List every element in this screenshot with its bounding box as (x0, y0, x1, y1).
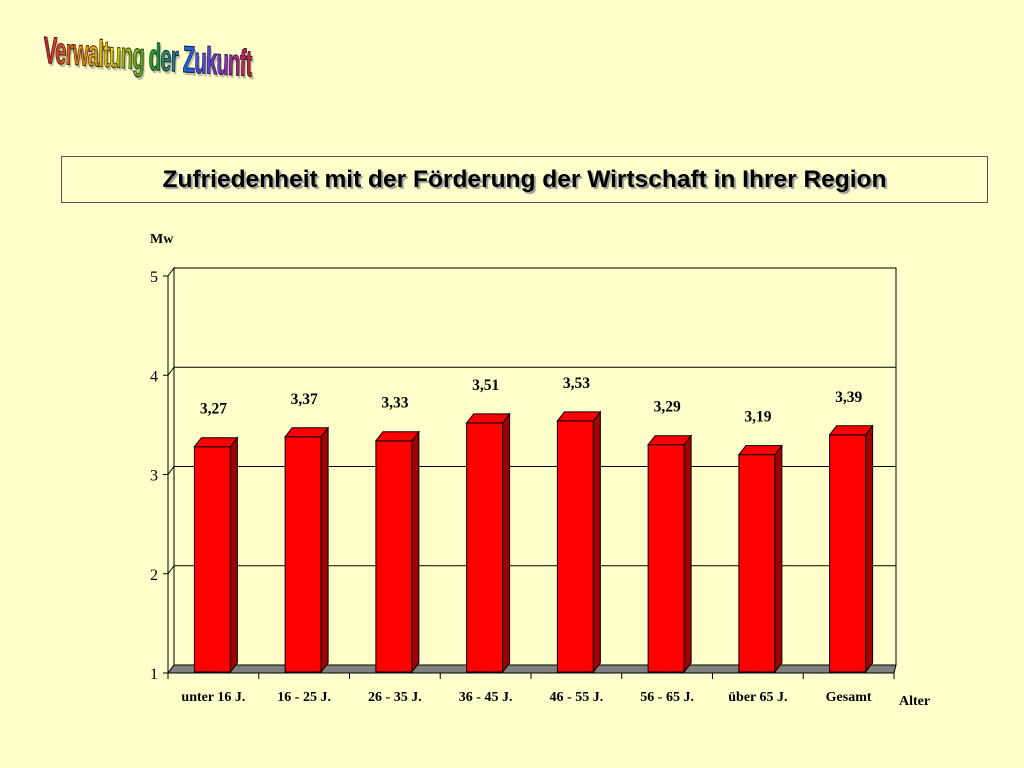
x-axis-label: Alter (899, 694, 930, 709)
data-label: 3,39 (835, 389, 862, 406)
bar (284, 436, 322, 673)
data-label: 3,29 (654, 399, 681, 416)
bar-top (556, 411, 602, 422)
x-tick-label: 46 - 55 J. (550, 690, 604, 705)
bar-side (502, 412, 511, 674)
y-tick-label: 3 (150, 468, 158, 485)
y-tick-label: 2 (150, 567, 158, 584)
data-label: 3,53 (563, 375, 590, 392)
y-tick-label: 4 (150, 368, 158, 385)
bar (193, 446, 231, 673)
bar-side (229, 436, 238, 674)
gridline-depth (167, 565, 175, 575)
x-tick-label: 36 - 45 J. (459, 690, 513, 705)
bar-top (465, 413, 511, 424)
gridline-depth (167, 366, 175, 376)
bar-side (774, 444, 783, 674)
x-tick-label: 16 - 25 J. (277, 690, 331, 705)
bar-side (592, 410, 601, 674)
data-label: 3,33 (381, 395, 408, 412)
bar-top (828, 425, 874, 436)
bar-top (193, 437, 239, 448)
data-label: 3,19 (744, 409, 771, 426)
y-axis-label: Mw (150, 232, 174, 247)
data-label: 3,51 (472, 377, 499, 394)
y-tick-label: 5 (150, 269, 158, 286)
bar-side (411, 430, 420, 674)
bar (375, 440, 413, 673)
gridline-depth (167, 466, 175, 475)
bar-side (320, 426, 329, 674)
bar (738, 454, 776, 673)
data-label: 3,27 (200, 401, 227, 418)
x-tick-label: 56 - 65 J. (640, 690, 694, 705)
x-tick-label: unter 16 J. (181, 690, 245, 705)
bar-top (737, 445, 783, 456)
bar (829, 434, 867, 673)
x-tick-label: über 65 J. (728, 690, 787, 705)
bar (556, 420, 594, 673)
bar (647, 444, 685, 673)
bar-top (647, 435, 693, 446)
x-tick-label: Gesamt (826, 690, 872, 705)
bar-top (284, 427, 330, 438)
x-tick-label: 26 - 35 J. (368, 690, 422, 705)
y-tick-label: 1 (150, 666, 158, 683)
bar-top (374, 431, 420, 442)
bar-side (683, 434, 692, 674)
bar (466, 422, 504, 673)
chart-title-box: Zufriedenheit mit der Förderung der Wirt… (61, 156, 988, 203)
data-label: 3,37 (291, 391, 318, 408)
chart-title: Zufriedenheit mit der Förderung der Wirt… (162, 165, 887, 193)
bar-side (865, 424, 874, 674)
plot-floor (167, 664, 897, 674)
